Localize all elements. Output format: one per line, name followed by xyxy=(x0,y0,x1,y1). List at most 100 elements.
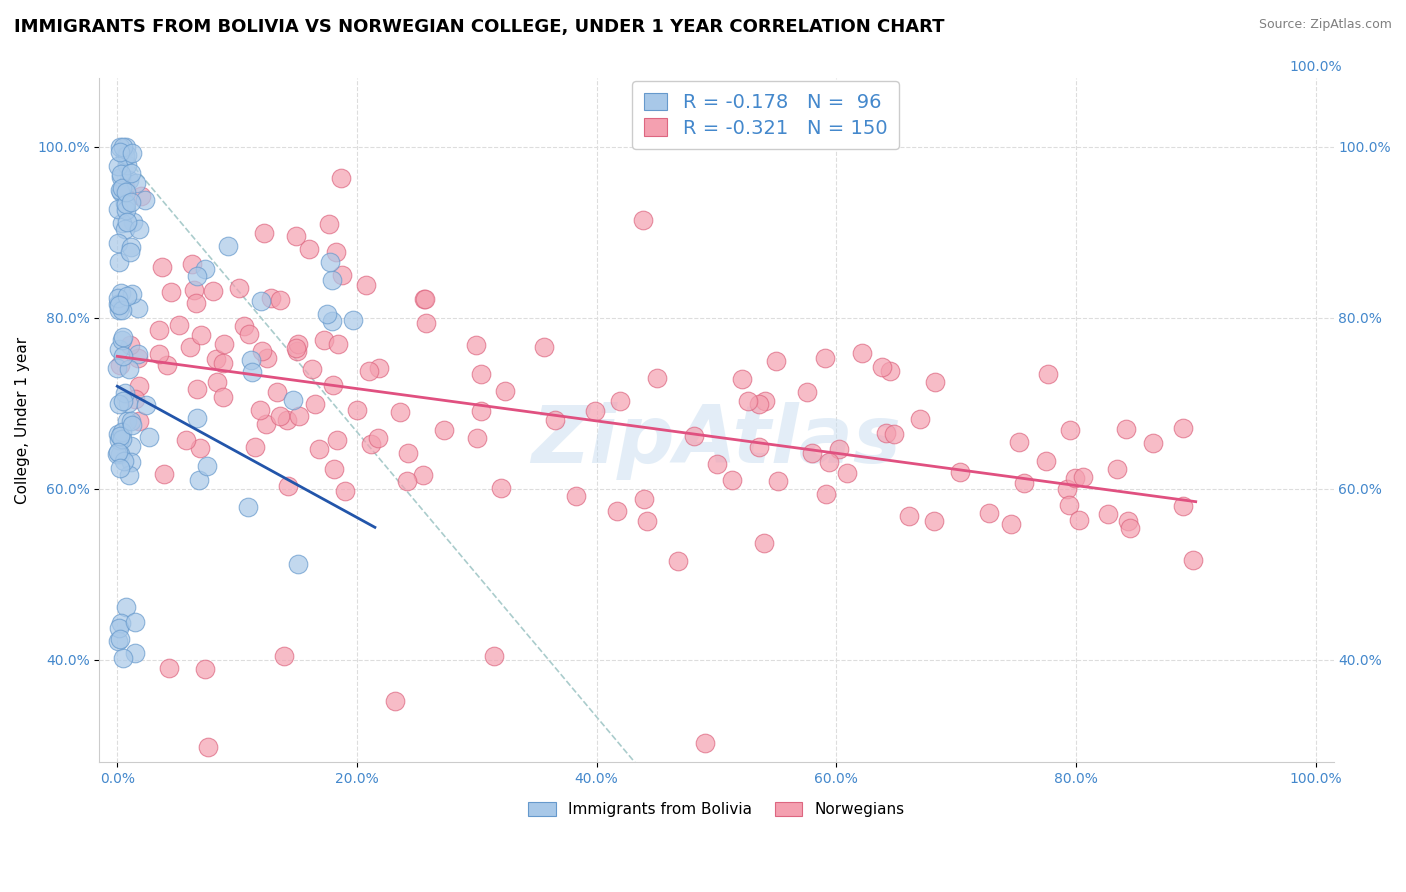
Point xyxy=(138,430,160,444)
Point xyxy=(120,337,142,351)
Point xyxy=(1171,421,1194,435)
Point xyxy=(326,434,349,448)
Point xyxy=(342,313,364,327)
Point xyxy=(114,221,136,235)
Point xyxy=(389,405,412,419)
Point xyxy=(110,286,132,301)
Point xyxy=(583,404,606,418)
Point xyxy=(817,455,839,469)
Point xyxy=(125,177,148,191)
Point xyxy=(110,615,132,630)
Point xyxy=(284,342,307,356)
Point xyxy=(898,509,921,524)
Point xyxy=(240,352,263,367)
Point xyxy=(111,651,134,665)
Point xyxy=(228,280,250,294)
Point xyxy=(120,240,142,254)
Point xyxy=(1173,499,1195,513)
Point xyxy=(108,621,131,635)
Point xyxy=(396,446,419,460)
Point xyxy=(254,417,277,431)
Point xyxy=(124,646,146,660)
Point xyxy=(875,425,897,440)
Point xyxy=(127,347,149,361)
Point xyxy=(148,346,170,360)
Point xyxy=(284,229,307,244)
Point xyxy=(110,185,132,199)
Point xyxy=(683,428,706,442)
Point xyxy=(211,356,233,370)
Point xyxy=(122,215,145,229)
Point xyxy=(465,338,488,352)
Point xyxy=(277,479,299,493)
Point xyxy=(150,260,173,274)
Point xyxy=(333,484,356,499)
Point xyxy=(266,384,288,399)
Point xyxy=(321,273,343,287)
Point xyxy=(276,413,298,427)
Point xyxy=(384,694,406,708)
Point xyxy=(287,557,309,571)
Point xyxy=(110,140,132,154)
Point xyxy=(412,468,434,483)
Point xyxy=(110,447,132,461)
Point xyxy=(796,385,818,400)
Point xyxy=(153,467,176,482)
Point xyxy=(110,167,132,181)
Point xyxy=(924,375,946,389)
Point xyxy=(121,145,143,160)
Point xyxy=(108,183,131,197)
Point xyxy=(737,393,759,408)
Point xyxy=(120,439,142,453)
Point xyxy=(107,633,129,648)
Point xyxy=(127,351,149,365)
Point xyxy=(250,344,273,359)
Point xyxy=(249,402,271,417)
Point xyxy=(114,149,136,163)
Point xyxy=(269,409,291,424)
Point xyxy=(174,434,197,448)
Point xyxy=(201,285,224,299)
Point xyxy=(108,429,131,443)
Point xyxy=(115,215,138,229)
Point xyxy=(465,432,488,446)
Point xyxy=(212,336,235,351)
Point xyxy=(260,291,283,305)
Point xyxy=(111,393,134,408)
Point xyxy=(1036,367,1059,381)
Point xyxy=(494,384,516,399)
Point xyxy=(120,194,142,209)
Point xyxy=(484,649,506,664)
Point xyxy=(800,446,823,460)
Point xyxy=(197,740,219,755)
Point xyxy=(666,554,689,568)
Point xyxy=(693,736,716,750)
Point xyxy=(721,474,744,488)
Point xyxy=(357,364,380,378)
Point xyxy=(1012,475,1035,490)
Point xyxy=(1067,513,1090,527)
Point xyxy=(217,239,239,253)
Point xyxy=(105,447,128,461)
Point xyxy=(107,202,129,217)
Point xyxy=(112,349,135,363)
Point xyxy=(354,278,377,293)
Point xyxy=(117,172,139,186)
Point xyxy=(107,159,129,173)
Point xyxy=(169,318,191,333)
Point xyxy=(242,365,264,379)
Point xyxy=(1035,453,1057,467)
Point xyxy=(835,466,858,480)
Point xyxy=(413,292,436,306)
Point xyxy=(107,297,129,311)
Point xyxy=(1064,471,1087,485)
Point xyxy=(269,293,291,307)
Point xyxy=(124,615,146,630)
Point xyxy=(285,344,308,359)
Point xyxy=(186,383,208,397)
Point xyxy=(129,189,152,203)
Point xyxy=(360,437,382,451)
Text: IMMIGRANTS FROM BOLIVIA VS NORWEGIAN COLLEGE, UNDER 1 YEAR CORRELATION CHART: IMMIGRANTS FROM BOLIVIA VS NORWEGIAN COL… xyxy=(14,18,945,36)
Point xyxy=(301,361,323,376)
Point xyxy=(127,301,149,315)
